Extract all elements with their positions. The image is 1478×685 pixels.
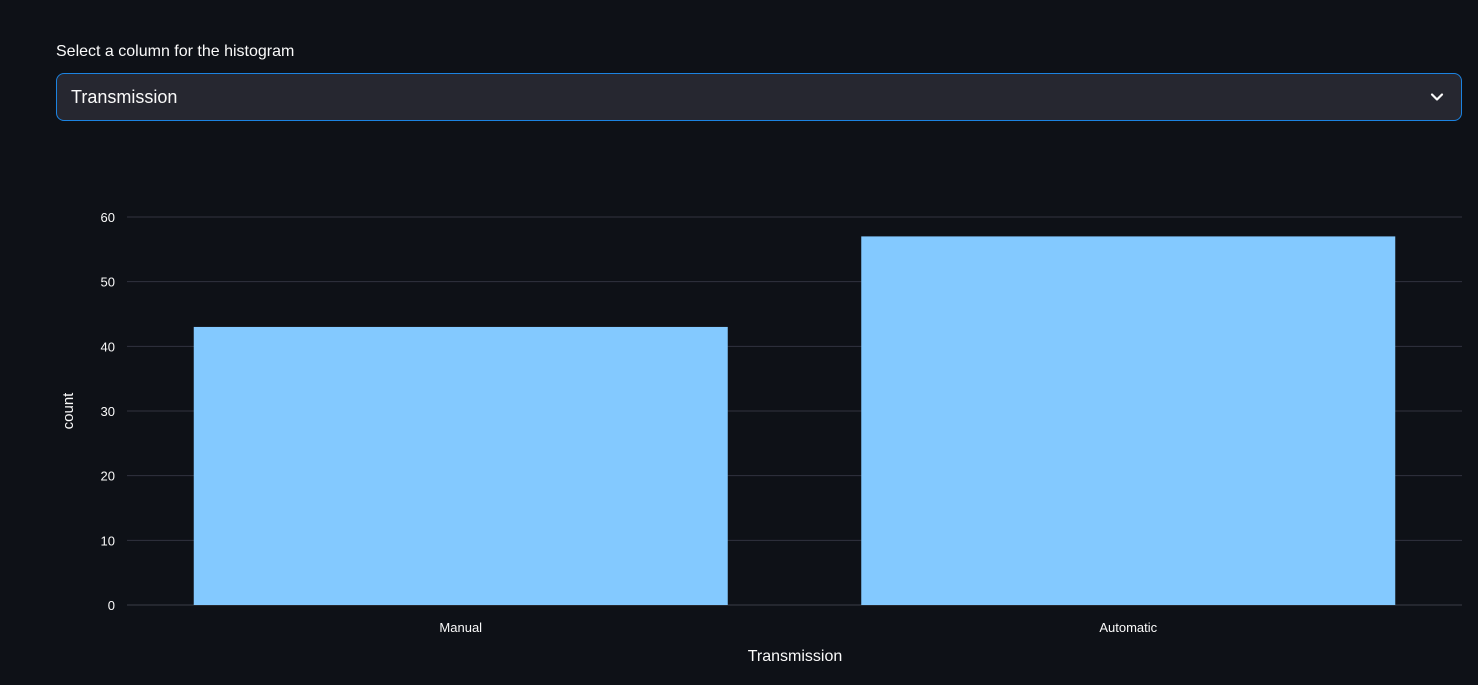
y-tick-label: 30: [101, 404, 115, 419]
x-tick-label: Automatic: [1099, 620, 1157, 635]
column-select[interactable]: Transmission: [56, 73, 1462, 121]
x-tick-label: Manual: [439, 620, 482, 635]
y-tick-label: 10: [101, 533, 115, 548]
y-tick-label: 60: [101, 210, 115, 225]
axis-layer: 0 10 20 30 40 50 60 Manual Automatic: [101, 210, 1158, 635]
chevron-down-icon[interactable]: [1427, 87, 1447, 107]
bar-layer: [193, 236, 1396, 605]
y-tick-label: 0: [108, 598, 115, 613]
bar-manual[interactable]: [193, 326, 728, 605]
select-value: Transmission: [71, 86, 178, 107]
y-tick-label: 50: [101, 275, 115, 290]
histogram-chart: 0 10 20 30 40 50 60 Manual Automatic count Trans…: [0, 180, 1478, 685]
histogram-svg: 0 10 20 30 40 50 60 Manual Automatic count Trans…: [60, 210, 1462, 665]
y-axis-label: count: [60, 392, 77, 430]
y-tick-label: 40: [101, 339, 115, 354]
y-tick-label: 20: [101, 469, 115, 484]
select-label: Select a column for the histogram: [56, 43, 295, 60]
bar-automatic[interactable]: [861, 236, 1396, 605]
x-axis-label: Transmission: [748, 648, 843, 665]
